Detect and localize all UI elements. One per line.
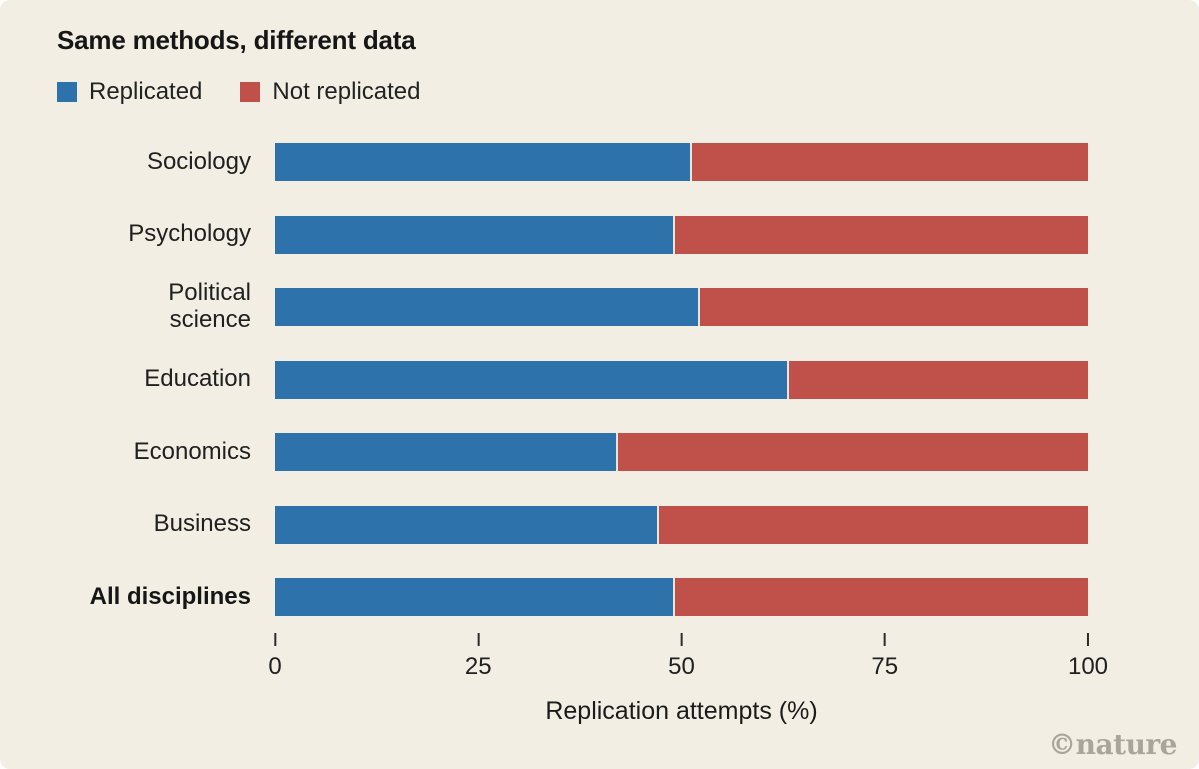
x-tick: 100 — [1068, 633, 1108, 681]
bar-segment-replicated — [275, 505, 658, 544]
chart-title: Same methods, different data — [57, 25, 416, 55]
bar-track — [275, 433, 1088, 472]
x-tick: 75 — [871, 633, 898, 681]
bar-track — [275, 578, 1088, 617]
bar-segment-not-replicated — [616, 433, 1088, 472]
bar-row: Political science — [0, 271, 1199, 344]
bar-track — [275, 215, 1088, 254]
bar-segment-replicated — [275, 578, 674, 617]
bar-track — [275, 360, 1088, 399]
legend-label-not-replicated: Not replicated — [272, 78, 421, 105]
bar-row: Sociology — [0, 126, 1199, 199]
legend-item-not-replicated: Not replicated — [240, 78, 420, 106]
bar-segment-not-replicated — [673, 215, 1088, 254]
legend: Replicated Not replicated — [57, 78, 420, 106]
bar-segment-not-replicated — [697, 288, 1088, 327]
x-tick-label: 0 — [268, 653, 282, 680]
x-tick: 25 — [465, 633, 492, 681]
bar-track — [275, 288, 1088, 327]
x-tick: 50 — [668, 633, 695, 681]
category-label: Economics — [133, 437, 251, 465]
bar-row: All disciplines — [0, 561, 1199, 634]
x-tick-mark — [680, 633, 683, 646]
category-label: Business — [153, 510, 251, 538]
bar-segment-replicated — [275, 215, 674, 254]
x-tick-mark — [1086, 633, 1089, 646]
bar-row: Economics — [0, 416, 1199, 489]
x-tick-mark — [273, 633, 276, 646]
bar-track — [275, 143, 1088, 182]
bar-row: Education — [0, 344, 1199, 417]
bar-segment-not-replicated — [657, 505, 1088, 544]
x-tick-label: 50 — [668, 653, 695, 680]
x-tick-mark — [883, 633, 886, 646]
x-tick-label: 100 — [1067, 653, 1109, 680]
category-label: Education — [144, 365, 251, 393]
bar-segment-replicated — [275, 360, 788, 399]
bar-segment-not-replicated — [689, 143, 1088, 182]
bar-segment-not-replicated — [787, 360, 1088, 399]
bar-rows: Sociology Psychology Political science E… — [0, 126, 1199, 634]
not-replicated-swatch-icon — [240, 82, 261, 102]
x-tick-label: 75 — [871, 653, 899, 680]
category-label: Political science — [168, 279, 251, 334]
category-label: Sociology — [146, 147, 251, 175]
x-axis-label: Replication attempts (%) — [545, 697, 818, 725]
x-tick: 0 — [268, 633, 282, 681]
category-label: Psychology — [128, 220, 251, 248]
x-axis: 0 25 50 75 100 — [268, 633, 1108, 683]
bar-row: Business — [0, 489, 1199, 562]
bar-segment-not-replicated — [673, 578, 1088, 617]
bar-segment-replicated — [275, 288, 698, 327]
x-tick-label: 25 — [464, 653, 492, 680]
legend-item-replicated: Replicated — [57, 78, 202, 106]
bar-segment-replicated — [275, 433, 617, 472]
bar-row: Psychology — [0, 199, 1199, 272]
legend-label-replicated: Replicated — [89, 78, 203, 105]
bar-track — [275, 505, 1088, 544]
category-label: All disciplines — [89, 582, 251, 610]
x-tick-mark — [477, 633, 480, 646]
nature-watermark: ©nature — [1048, 728, 1177, 761]
bar-segment-replicated — [275, 143, 690, 182]
replicated-swatch-icon — [57, 82, 77, 102]
